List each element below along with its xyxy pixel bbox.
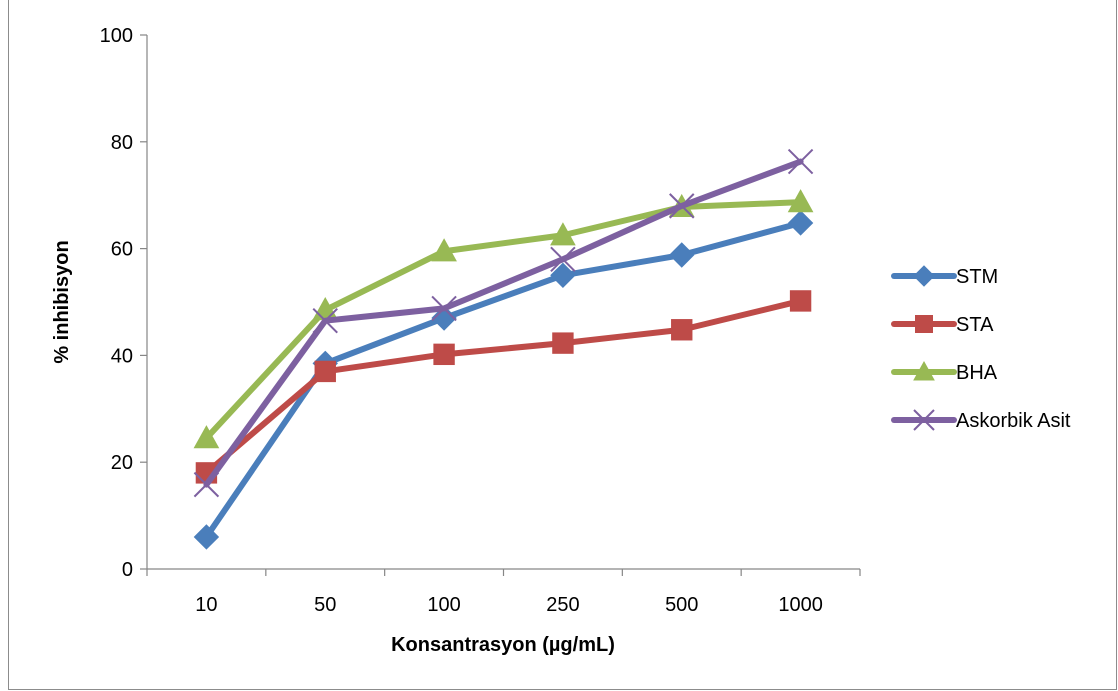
data-point-bha bbox=[787, 189, 814, 213]
y-axis-title: % inhibisyon bbox=[51, 240, 73, 363]
legend-label: STM bbox=[956, 266, 998, 288]
data-point-bha bbox=[550, 222, 576, 246]
y-tick-label: 80 bbox=[111, 132, 133, 154]
series-line-askorbik-asit bbox=[203, 158, 804, 488]
legend-marker bbox=[913, 360, 935, 381]
legend: STM STA BHA Askorbik Asit bbox=[891, 265, 1071, 432]
legend-item-askorbik-asit: Askorbik Asit bbox=[891, 409, 1071, 432]
x-marker-stroke bbox=[550, 246, 576, 272]
x-tick-label: 1000 bbox=[778, 594, 823, 616]
legend-item-stm: STM bbox=[891, 265, 998, 288]
data-point-sta bbox=[433, 343, 455, 366]
series-stm bbox=[193, 210, 814, 550]
x-tick-label: 250 bbox=[546, 594, 579, 616]
legend-item-sta: STA bbox=[891, 314, 994, 336]
x-tick-label: 10 bbox=[195, 594, 217, 616]
data-point-stm bbox=[550, 262, 576, 289]
data-point-askorbik-asit bbox=[669, 193, 695, 219]
x-marker-stroke bbox=[669, 193, 695, 219]
x-marker-stroke bbox=[312, 307, 338, 334]
series-askorbik-asit bbox=[193, 148, 814, 498]
legend-label: BHA bbox=[956, 362, 998, 384]
series-line-sta bbox=[203, 297, 804, 476]
y-tick-label: 0 bbox=[122, 559, 133, 581]
series-sta bbox=[195, 290, 812, 484]
data-point-askorbik-asit bbox=[787, 148, 814, 175]
data-point-sta bbox=[314, 360, 336, 383]
series-line-bha bbox=[203, 199, 804, 442]
data-point-askorbik-asit bbox=[193, 471, 220, 498]
data-point-askorbik-asit bbox=[312, 307, 338, 334]
y-tick-label: 60 bbox=[111, 239, 133, 261]
series-line-stm bbox=[203, 219, 804, 540]
data-point-askorbik-asit bbox=[431, 295, 457, 322]
legend-marker bbox=[913, 265, 935, 287]
series-layer bbox=[193, 148, 814, 550]
data-point-askorbik-asit bbox=[550, 246, 576, 272]
data-point-stm bbox=[787, 210, 814, 236]
data-point-bha bbox=[193, 425, 220, 449]
legend-label: STA bbox=[956, 314, 994, 336]
x-marker-stroke bbox=[787, 148, 814, 175]
y-tick-label: 20 bbox=[111, 452, 133, 474]
data-point-stm bbox=[669, 242, 695, 268]
y-tick-label: 40 bbox=[111, 345, 133, 367]
data-point-sta bbox=[552, 332, 574, 354]
data-point-sta bbox=[789, 290, 812, 312]
axes: 0 20 40 60 80 100 10 50 100 250 500 1000 bbox=[100, 25, 861, 616]
legend-label: Askorbik Asit bbox=[956, 410, 1071, 432]
data-point-bha bbox=[431, 238, 457, 262]
legend-marker bbox=[913, 409, 935, 431]
data-point-sta bbox=[671, 319, 693, 341]
x-axis-title: Konsantrasyon (µg/mL) bbox=[391, 634, 615, 656]
y-tick-label: 100 bbox=[100, 25, 133, 47]
legend-item-bha: BHA bbox=[891, 360, 998, 384]
x-marker-stroke bbox=[431, 295, 457, 322]
x-tick-label: 500 bbox=[665, 594, 698, 616]
x-marker-stroke bbox=[193, 471, 220, 498]
x-tick-label: 50 bbox=[314, 594, 336, 616]
legend-marker bbox=[915, 315, 933, 333]
data-point-stm bbox=[193, 524, 220, 550]
x-marker-stroke bbox=[913, 409, 935, 431]
x-tick-label: 100 bbox=[427, 594, 460, 616]
